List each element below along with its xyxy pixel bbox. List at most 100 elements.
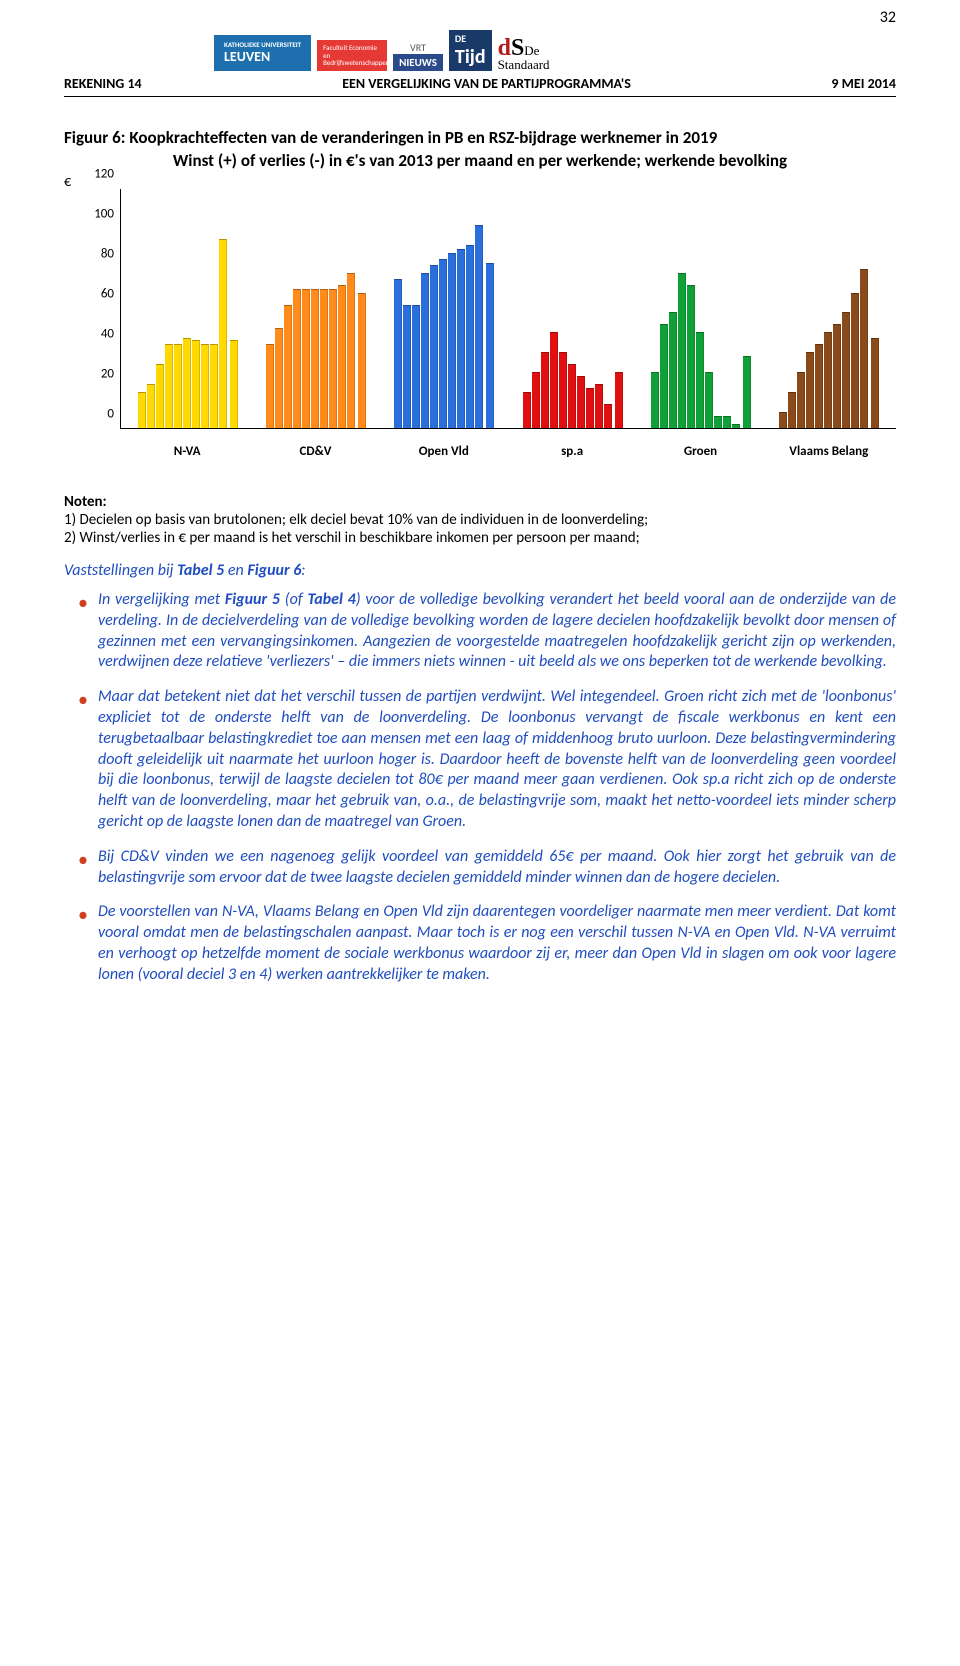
chart-bar [412, 305, 420, 428]
party-group [770, 189, 888, 428]
notes-section: Noten: 1) Decielen op basis van brutolon… [64, 493, 896, 547]
x-label: sp.a [513, 444, 631, 459]
observation-item: Maar dat betekent niet dat het verschil … [64, 687, 896, 833]
header-logos: KATHOLIEKE UNIVERSITEIT LEUVEN Faculteit… [214, 30, 896, 71]
y-tick: 60 [101, 287, 114, 302]
chart-bar [788, 392, 796, 428]
observation-item: In vergelijking met Figuur 5 (of Tabel 4… [64, 590, 896, 673]
chart-bar [403, 305, 411, 428]
chart-bar [714, 416, 722, 428]
chart-bar [779, 412, 787, 428]
x-label: Open Vld [385, 444, 503, 459]
y-axis: 020406080100120 [80, 189, 120, 429]
x-label: Vlaams Belang [770, 444, 888, 459]
chart-bar [183, 338, 191, 428]
party-group [257, 189, 375, 428]
chart-bar [138, 392, 146, 428]
note-2: 2) Winst/verlies in € per maand is het v… [64, 529, 896, 547]
chart-bar [604, 404, 612, 428]
chart-bar [568, 364, 576, 428]
party-group [385, 189, 503, 428]
chart-bar [586, 388, 594, 428]
chart-bar [329, 289, 337, 428]
chart-bar [266, 344, 274, 428]
party-group [642, 189, 760, 428]
y-unit: € [64, 173, 71, 190]
chart-bar [523, 392, 531, 428]
chart-bar [743, 356, 751, 428]
figure-title: Figuur 6: Koopkrachteffecten van de vera… [64, 127, 896, 148]
chart-plot [120, 189, 896, 429]
x-axis: N-VA CD&V Open Vld sp.a Groen Vlaams Belang [120, 440, 896, 459]
chart-bar [457, 249, 465, 428]
y-tick: 20 [101, 367, 114, 382]
party-group [129, 189, 247, 428]
chart-bar [577, 376, 585, 428]
chart-bar [732, 424, 740, 428]
chart-bar [842, 312, 850, 428]
notes-heading: Noten: [64, 493, 896, 511]
chart-bar [347, 273, 355, 428]
logo-econ: Faculteit Economie en Bedrijfswetenschap… [317, 40, 387, 71]
observations-heading: Vaststellingen bij Tabel 5 en Figuur 6: [64, 561, 896, 580]
chart-bar [165, 344, 173, 428]
page-header: 32 KATHOLIEKE UNIVERSITEIT LEUVEN Facult… [64, 30, 896, 97]
chart-bar [559, 352, 567, 428]
chart-bar [293, 289, 301, 428]
chart-bar [615, 372, 623, 428]
chart-bar [687, 285, 695, 428]
chart-bar [320, 289, 328, 428]
chart-bar [439, 259, 447, 428]
chart-bar [230, 340, 238, 428]
figure-subtitle: Winst (+) of verlies (-) in €'s van 2013… [64, 150, 896, 171]
chart-bar [486, 263, 494, 428]
chart-bar [430, 265, 438, 428]
y-tick: 40 [101, 327, 114, 342]
y-tick: 0 [107, 407, 114, 422]
chart-bar [806, 352, 814, 428]
chart-bar [147, 384, 155, 428]
chart-bar [595, 384, 603, 428]
chart-bar [815, 344, 823, 428]
chart-bar [824, 332, 832, 428]
chart-bar [302, 289, 310, 428]
chart-bar [860, 269, 868, 428]
chart-bar [466, 245, 474, 428]
chart-bar [338, 285, 346, 428]
page-number: 32 [880, 8, 896, 27]
chart-bar [833, 324, 841, 428]
chart-bar [311, 289, 319, 428]
chart-bar [550, 332, 558, 428]
chart-bar [696, 332, 704, 428]
observation-item: Bij CD&V vinden we een nagenoeg gelijk v… [64, 847, 896, 889]
header-right: 9 MEI 2014 [831, 75, 896, 92]
observations-list: In vergelijking met Figuur 5 (of Tabel 4… [64, 590, 896, 986]
logo-leuven: KATHOLIEKE UNIVERSITEIT LEUVEN [214, 35, 311, 71]
chart-bar [174, 344, 182, 428]
x-label: CD&V [256, 444, 374, 459]
header-center: EEN VERGELIJKING VAN DE PARTIJPROGRAMMA'… [342, 75, 631, 92]
x-label: Groen [641, 444, 759, 459]
header-left: REKENING 14 [64, 75, 142, 92]
bar-chart: € 020406080100120 N-VACD&VOpen Vldsp.aGr… [80, 179, 896, 459]
logo-vrt: VRT NIEUWS [393, 41, 443, 71]
chart-bar [723, 416, 731, 428]
logo-standaard: dSDe Standaard [498, 38, 550, 71]
chart-bar [219, 239, 227, 428]
y-tick: 100 [94, 207, 114, 222]
chart-bar [394, 279, 402, 428]
x-label: N-VA [128, 444, 246, 459]
note-1: 1) Decielen op basis van brutolonen; elk… [64, 511, 896, 529]
chart-bar [871, 338, 879, 428]
chart-bar [705, 372, 713, 428]
chart-bar [448, 253, 456, 428]
chart-bar [358, 293, 366, 428]
logo-tijd: DE Tijd [449, 30, 492, 71]
chart-bar [651, 372, 659, 428]
chart-bar [660, 324, 668, 428]
chart-bar [532, 372, 540, 428]
chart-bar [851, 293, 859, 428]
chart-bar [192, 340, 200, 428]
y-tick: 120 [94, 167, 114, 182]
chart-bar [275, 328, 283, 428]
